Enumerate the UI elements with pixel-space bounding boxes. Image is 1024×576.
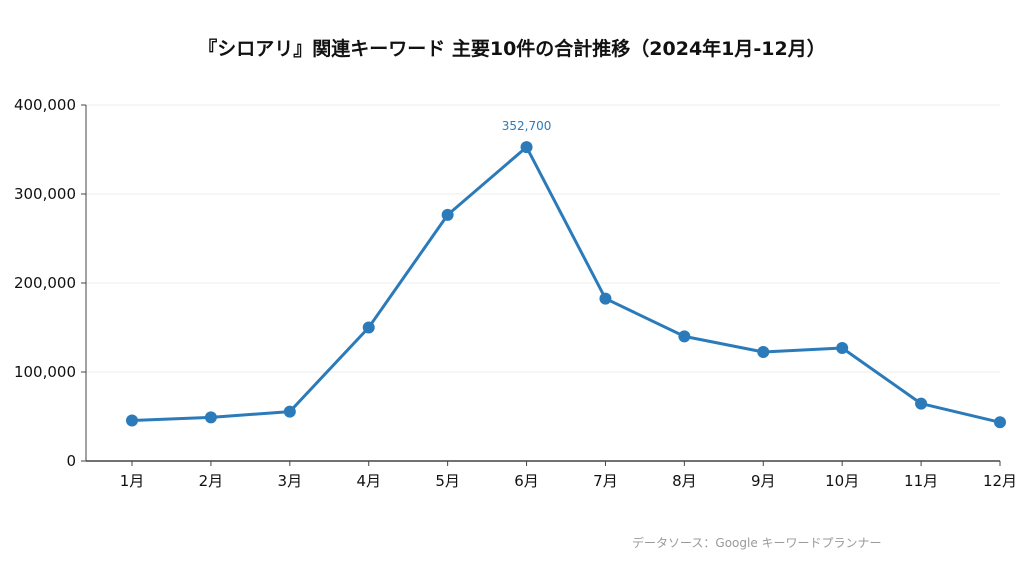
data-labels: 352,700 bbox=[502, 119, 552, 133]
data-points bbox=[126, 141, 1006, 429]
y-tick-label: 0 bbox=[66, 452, 76, 470]
x-tick-label: 6月 bbox=[514, 472, 539, 490]
data-point bbox=[520, 141, 533, 154]
x-tick-label: 7月 bbox=[593, 472, 618, 490]
x-tick-label: 12月 bbox=[983, 472, 1017, 490]
y-tick-label: 200,000 bbox=[14, 274, 76, 292]
x-tick-label: 8月 bbox=[672, 472, 697, 490]
x-tick-label: 9月 bbox=[751, 472, 776, 490]
data-point bbox=[441, 208, 454, 221]
chart-title: 『シロアリ』関連キーワード 主要10件の合計推移（2024年1月-12月） bbox=[198, 38, 826, 60]
data-point bbox=[915, 397, 928, 410]
data-label: 352,700 bbox=[502, 119, 552, 133]
data-point bbox=[362, 321, 375, 334]
y-tick-label: 300,000 bbox=[14, 185, 76, 203]
x-tick-label: 10月 bbox=[825, 472, 859, 490]
data-point bbox=[599, 292, 612, 305]
data-point bbox=[126, 414, 138, 427]
data-point bbox=[678, 330, 691, 343]
series-line-group bbox=[130, 145, 1002, 424]
x-tick-label: 2月 bbox=[199, 472, 224, 490]
source-note: データソース：Google キーワードプランナー bbox=[632, 536, 882, 550]
axes bbox=[81, 104, 1001, 466]
x-tick-label: 1月 bbox=[120, 472, 145, 490]
data-point bbox=[204, 411, 217, 424]
grid-lines bbox=[86, 104, 1000, 373]
y-axis-tick-labels: 0 100,000 200,000 300,000 400,000 bbox=[14, 96, 76, 470]
x-axis-tick-labels: 1月 2月 3月 4月 5月 6月 7月 8月 9月 10月 11月 12月 bbox=[120, 472, 1017, 490]
y-tick-label: 100,000 bbox=[14, 363, 76, 381]
x-tick-label: 4月 bbox=[356, 472, 381, 490]
data-point bbox=[283, 405, 296, 418]
data-point bbox=[836, 341, 849, 354]
data-point bbox=[757, 345, 770, 358]
data-point bbox=[994, 416, 1006, 429]
x-tick-label: 3月 bbox=[278, 472, 303, 490]
x-tick-label: 5月 bbox=[435, 472, 460, 490]
x-tick-label: 11月 bbox=[904, 472, 938, 490]
y-tick-label: 400,000 bbox=[14, 96, 76, 114]
series-line bbox=[130, 145, 1002, 424]
